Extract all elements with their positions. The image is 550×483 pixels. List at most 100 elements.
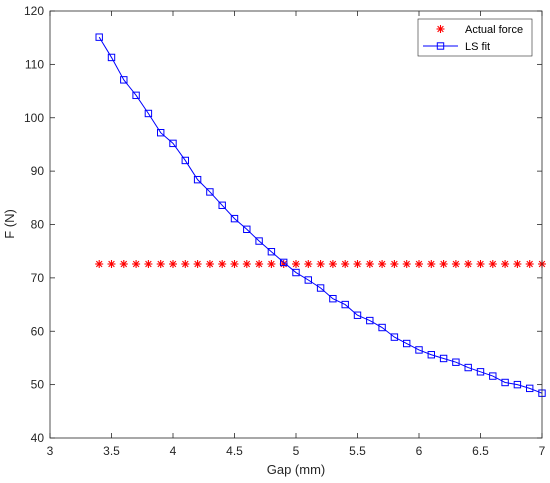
data-point (280, 258, 288, 267)
data-point (267, 248, 276, 256)
data-point (132, 259, 141, 268)
data-point (525, 259, 534, 268)
data-point (120, 76, 128, 84)
data-point (95, 259, 104, 268)
y-tick-label: 110 (25, 57, 44, 71)
y-tick-label: 40 (31, 431, 45, 445)
data-point (304, 259, 313, 268)
data-point (501, 259, 510, 268)
x-axis-label: Gap (mm) (267, 462, 326, 477)
x-tick-label: 4 (170, 444, 177, 458)
data-point (439, 259, 448, 268)
data-point (366, 316, 374, 325)
data-point (378, 259, 387, 268)
data-point (95, 33, 103, 41)
data-point (230, 214, 239, 223)
data-point (255, 237, 263, 245)
data-point (488, 259, 497, 268)
y-tick-label: 60 (31, 324, 45, 338)
data-point (132, 91, 140, 100)
x-tick-label: 5.5 (349, 444, 366, 458)
data-point (169, 259, 177, 268)
data-point (218, 201, 226, 209)
data-point (230, 259, 239, 268)
x-tick-label: 6.5 (472, 444, 489, 458)
data-point (439, 354, 448, 363)
data-point (181, 259, 190, 268)
series-ls-fit (95, 33, 546, 397)
series-layer (95, 33, 546, 397)
data-point (451, 259, 460, 268)
data-point (415, 259, 423, 268)
data-point (193, 259, 202, 268)
data-point (267, 259, 276, 268)
data-point (316, 284, 325, 292)
y-axis-label: F (N) (2, 209, 17, 239)
data-point (181, 156, 190, 165)
data-point (353, 259, 362, 268)
data-point (328, 259, 337, 268)
data-point (316, 259, 325, 268)
data-point (427, 351, 436, 359)
x-tick-label: 4.5 (226, 444, 243, 458)
data-point (144, 259, 153, 268)
data-point (353, 311, 362, 319)
legend-marker-actual-force (436, 25, 445, 33)
data-point (476, 368, 485, 376)
x-tick-label: 5 (293, 444, 300, 458)
plot-area (50, 11, 542, 438)
y-axis-ticks: 40 50 60 70 80 90 100 110 120 (24, 4, 542, 445)
data-point (365, 259, 374, 268)
x-tick-label: 3 (47, 444, 54, 458)
data-point (464, 363, 472, 372)
x-tick-label: 3.5 (103, 444, 120, 458)
data-point (107, 53, 116, 62)
legend-symbol (436, 25, 445, 33)
data-point (157, 128, 165, 137)
data-point (292, 268, 300, 277)
legend-label-actual-force: Actual force (465, 24, 523, 36)
x-tick-label: 7 (539, 444, 546, 458)
data-point (341, 300, 349, 309)
data-point (144, 109, 153, 118)
data-point (513, 380, 522, 389)
data-point (415, 346, 423, 354)
data-point (501, 378, 509, 387)
data-point (107, 259, 116, 268)
data-point (292, 259, 300, 268)
series-line (98, 36, 543, 394)
data-point (427, 259, 436, 268)
y-tick-label: 50 (31, 378, 45, 392)
data-point (526, 384, 534, 393)
y-tick-label: 100 (24, 111, 44, 125)
data-point (452, 358, 460, 366)
legend-symbol (436, 42, 445, 50)
data-point (403, 339, 411, 348)
x-axis-ticks: 3 3.5 4 4.5 5 5.5 6 6.5 7 (47, 11, 546, 458)
data-point (206, 188, 214, 196)
y-tick-label: 80 (31, 218, 45, 232)
data-point (390, 259, 399, 268)
data-point (169, 139, 177, 148)
data-point (476, 259, 485, 268)
x-tick-label: 6 (416, 444, 423, 458)
data-point (341, 259, 350, 268)
data-point (218, 259, 227, 268)
data-point (390, 333, 399, 341)
series-actual-force (95, 259, 546, 268)
data-point (119, 259, 128, 268)
data-point (243, 225, 251, 234)
data-point (378, 323, 386, 332)
y-tick-label: 70 (31, 271, 45, 285)
data-point (205, 259, 214, 268)
data-point (329, 294, 337, 303)
data-point (489, 372, 497, 380)
data-point (513, 259, 522, 268)
y-tick-label: 90 (31, 164, 45, 178)
legend-box (417, 18, 533, 57)
data-point (193, 175, 202, 184)
legend: Actual force LS fit (417, 18, 533, 57)
data-point (242, 259, 251, 268)
data-point (255, 259, 264, 268)
data-point (156, 259, 165, 268)
